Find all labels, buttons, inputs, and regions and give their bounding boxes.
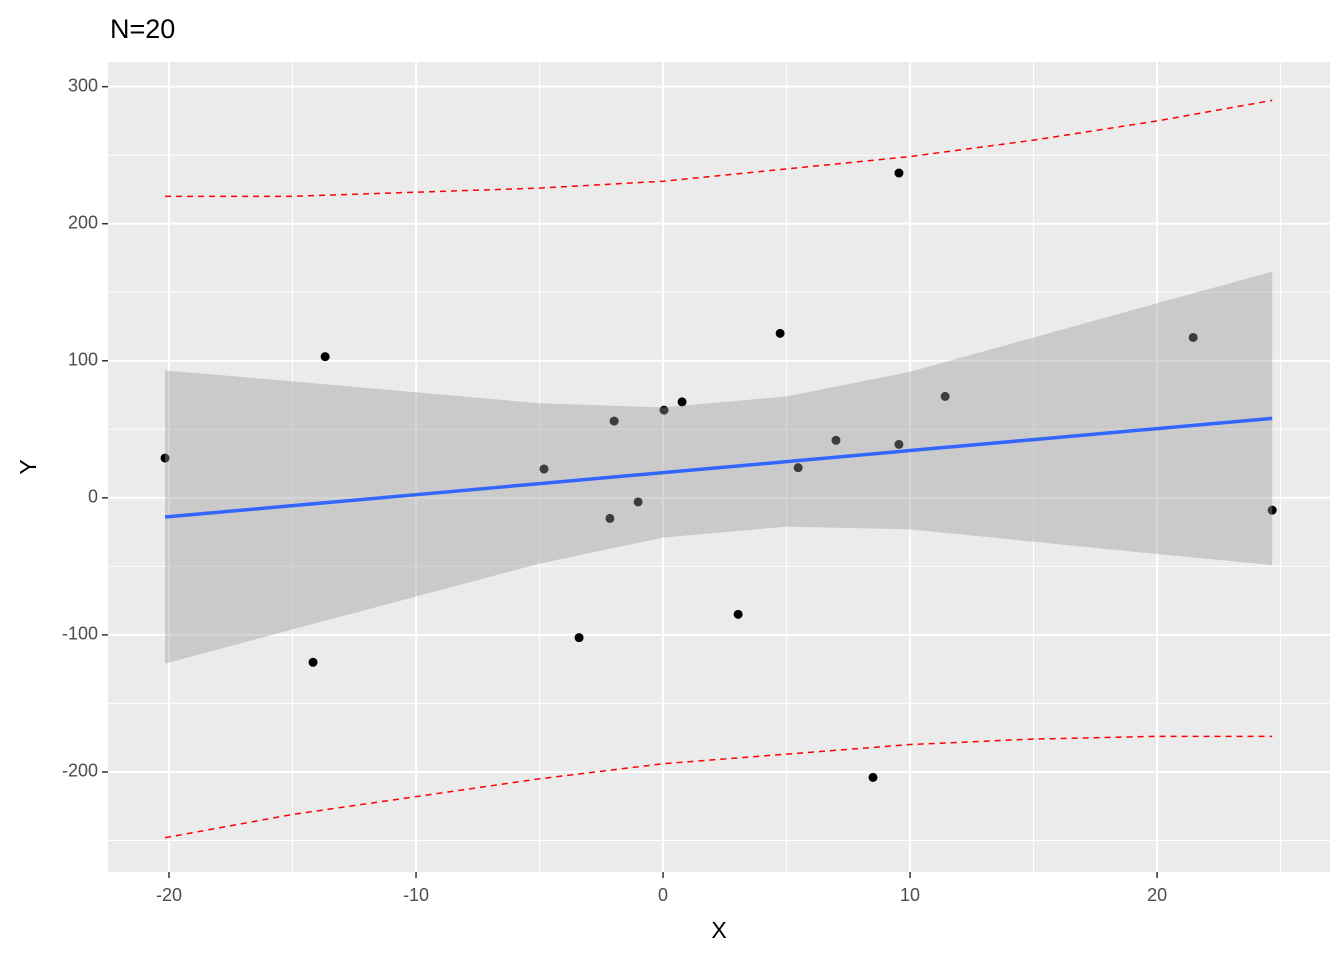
prediction-lower	[164, 735, 1273, 839]
point	[894, 439, 904, 449]
point	[539, 464, 549, 474]
y-tick-label: -200	[62, 761, 98, 781]
y-tick-label: 300	[68, 75, 98, 95]
point	[677, 397, 687, 407]
point	[868, 772, 878, 782]
point	[609, 416, 619, 426]
y-tick-label: 0	[88, 487, 98, 507]
y-tick-label: 100	[68, 350, 98, 370]
point	[308, 657, 318, 667]
y-tick-label: 200	[68, 212, 98, 232]
point	[574, 633, 584, 643]
x-tick-label: 0	[658, 885, 668, 905]
x-tick-label: -10	[403, 885, 429, 905]
point	[320, 352, 330, 362]
point	[733, 609, 743, 619]
point	[1188, 332, 1198, 342]
point	[894, 168, 904, 178]
point	[940, 391, 950, 401]
point	[659, 405, 669, 415]
point	[793, 463, 803, 473]
x-tick-label: 20	[1147, 885, 1167, 905]
x-tick-label: -20	[156, 885, 182, 905]
x-axis-title: X	[711, 917, 726, 943]
y-axis-title: Y	[15, 459, 41, 474]
point	[1267, 505, 1277, 515]
chart-title: N=20	[110, 14, 175, 44]
point	[605, 513, 615, 523]
point	[160, 453, 170, 463]
point	[633, 497, 643, 507]
fit-line	[164, 416, 1273, 519]
point	[775, 328, 785, 338]
point	[831, 435, 841, 445]
x-tick-label: 10	[900, 885, 920, 905]
prediction-upper	[165, 99, 1273, 198]
y-tick-label: -100	[62, 624, 98, 644]
